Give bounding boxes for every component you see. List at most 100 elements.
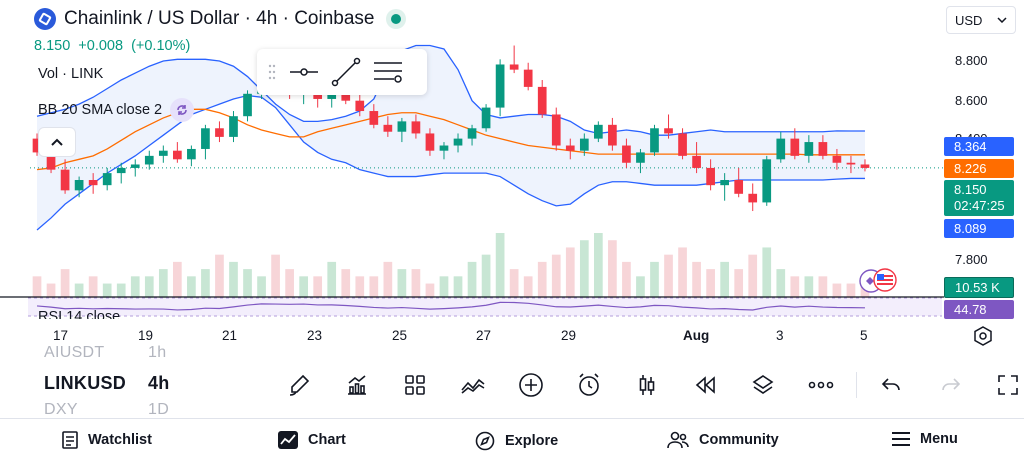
bollinger-legend[interactable]: BB 20 SMA close 2: [38, 98, 195, 122]
horizontal-ray-icon[interactable]: [285, 53, 323, 91]
symbol-switcher[interactable]: AIUSDT 1h LINKUSD 4h DXY 1D: [44, 344, 184, 418]
drag-handle-icon[interactable]: [263, 53, 281, 91]
date-tick: 3: [776, 328, 784, 343]
alert-icon[interactable]: [560, 365, 618, 405]
volume-bar: [439, 276, 449, 298]
candle-body: [172, 150, 182, 160]
candle-body: [397, 121, 407, 132]
date-tick: 5: [860, 328, 868, 343]
timeframe-prev[interactable]: 1h: [148, 344, 167, 361]
candle-body: [467, 128, 477, 139]
volume-bar: [411, 269, 421, 298]
candle-body: [495, 64, 505, 108]
volume-bar: [355, 276, 365, 298]
axis-settings-button[interactable]: [972, 325, 994, 352]
chevron-down-icon: [997, 17, 1007, 23]
redo-icon[interactable]: [921, 365, 979, 405]
fullscreen-icon[interactable]: [979, 365, 1024, 405]
last-price-badge: 8.150 02:47:25: [944, 180, 1014, 216]
volume-bar: [425, 283, 435, 298]
volume-bar: [88, 276, 98, 298]
nav-community[interactable]: Community: [667, 431, 779, 449]
compare-icon[interactable]: [444, 365, 502, 405]
market-open-icon[interactable]: [386, 9, 407, 29]
currency-select[interactable]: USD: [946, 6, 1016, 34]
candle-body: [678, 133, 687, 156]
volume-bar: [636, 276, 645, 298]
volume-bar: [846, 283, 856, 298]
price-tick: 8.800: [955, 53, 988, 68]
candle-body: [551, 114, 561, 146]
volume-bar: [369, 276, 379, 298]
volume-bar: [285, 269, 294, 298]
candle-body: [804, 142, 814, 156]
candle-body: [439, 145, 449, 151]
community-icon: [667, 431, 689, 449]
trend-line-icon[interactable]: [327, 53, 365, 91]
volume-bar: [467, 261, 477, 298]
candle-body: [622, 145, 631, 163]
volume-bar: [551, 254, 561, 298]
candle-body: [481, 107, 491, 129]
nav-watchlist[interactable]: Watchlist: [62, 431, 152, 449]
volume-legend[interactable]: Vol · LINK: [38, 66, 104, 82]
nav-chart[interactable]: Chart: [278, 431, 346, 449]
candle-body: [790, 138, 800, 156]
candle-body: [664, 128, 673, 134]
replay-icon[interactable]: [676, 365, 734, 405]
candle-body: [243, 93, 252, 117]
volume-bar: [650, 261, 659, 298]
candle-body: [355, 100, 365, 112]
events-flag-icon[interactable]: [855, 268, 901, 294]
candle-body: [341, 93, 351, 101]
candles-icon[interactable]: [618, 365, 676, 405]
symbol-current[interactable]: LINKUSD: [44, 373, 127, 393]
nav-explore-label: Explore: [505, 433, 559, 449]
volume-bar: [327, 261, 337, 298]
symbol-prev[interactable]: AIUSDT: [44, 344, 105, 361]
nav-explore[interactable]: Explore: [475, 431, 558, 451]
candle-body: [565, 145, 575, 151]
date-tick: 21: [222, 328, 238, 343]
undo-icon[interactable]: [863, 365, 921, 405]
candle-body: [158, 150, 168, 156]
add-icon[interactable]: [502, 365, 560, 405]
volume-bar: [257, 276, 266, 298]
timeframe-current[interactable]: 4h: [148, 373, 170, 393]
line-tools-menu-icon[interactable]: [369, 53, 407, 91]
collapse-legend-button[interactable]: [38, 127, 76, 157]
candle-body: [860, 164, 870, 168]
volume-bar: [130, 276, 140, 298]
more-icon[interactable]: [792, 365, 850, 405]
timeframe-next[interactable]: 1D: [148, 401, 170, 418]
volume-bar: [299, 276, 309, 298]
price-change-pct: (+0.10%): [131, 38, 191, 54]
nav-watchlist-label: Watchlist: [88, 432, 152, 448]
volume-bar: [74, 283, 84, 298]
date-tick: Aug: [683, 328, 710, 343]
candle-body: [818, 142, 828, 156]
candle-body: [832, 155, 842, 163]
date-tick: 23: [307, 328, 323, 343]
nav-menu[interactable]: Menu: [892, 431, 958, 447]
brush-icon[interactable]: [270, 365, 328, 405]
templates-icon[interactable]: [386, 365, 444, 405]
symbol-title[interactable]: Chainlink / US Dollar · 4h · Coinbase: [64, 8, 375, 29]
layers-icon[interactable]: [734, 365, 792, 405]
volume-bar: [172, 261, 182, 298]
symbol-next[interactable]: DXY: [44, 401, 78, 418]
chart-area[interactable]: [0, 0, 1024, 350]
candle-body: [523, 69, 533, 87]
volume-bar: [201, 269, 210, 298]
candle-body: [88, 180, 98, 186]
chart-icon: [278, 431, 298, 449]
volume-bar: [453, 276, 463, 298]
bollinger-upper-line: [36, 44, 865, 136]
rsi-legend[interactable]: RSI 14 close: [38, 309, 121, 319]
volume-bar: [187, 276, 196, 298]
price-tick: 7.800: [955, 252, 988, 267]
volume-bar: [229, 261, 238, 298]
price-chart[interactable]: [0, 0, 1024, 350]
indicators-icon[interactable]: [328, 365, 386, 405]
volume-bar: [706, 269, 715, 298]
